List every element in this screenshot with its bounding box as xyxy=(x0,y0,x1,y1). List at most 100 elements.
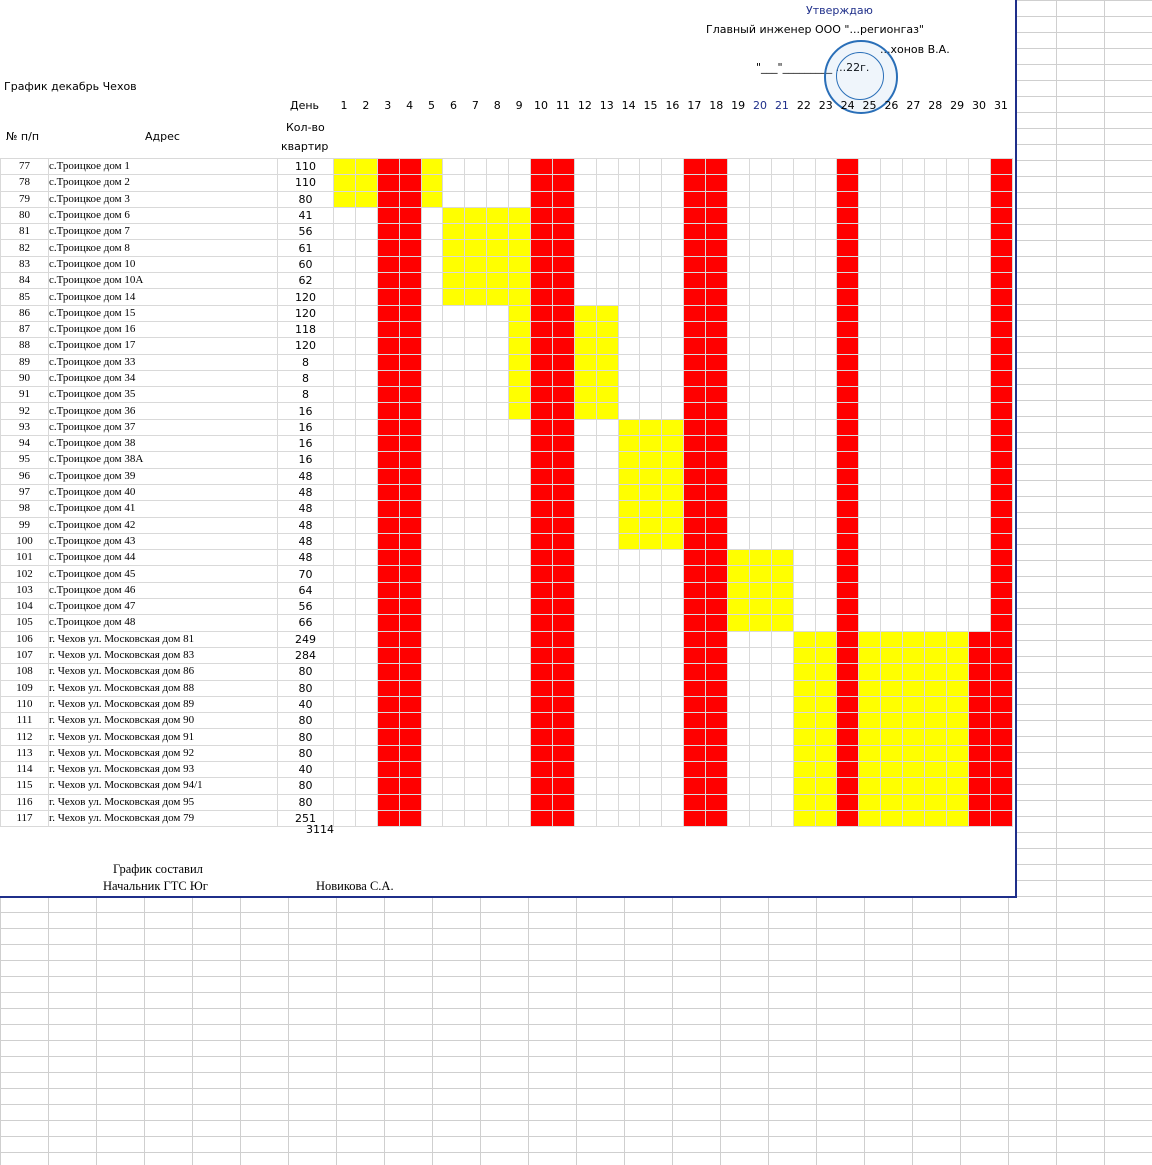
day-cell[interactable] xyxy=(486,402,510,420)
day-cell[interactable] xyxy=(989,614,1013,632)
day-cell[interactable] xyxy=(661,239,685,257)
day-cell[interactable] xyxy=(551,793,575,811)
day-cell[interactable] xyxy=(508,435,532,453)
day-cell[interactable] xyxy=(639,614,663,632)
day-cell[interactable] xyxy=(442,598,466,616)
day-cell[interactable] xyxy=(705,337,729,355)
day-cell[interactable] xyxy=(705,516,729,534)
day-cell[interactable] xyxy=(486,712,510,730)
day-cell[interactable] xyxy=(814,288,838,306)
day-cell[interactable] xyxy=(464,630,488,648)
day-cell[interactable] xyxy=(814,467,838,485)
day-cell[interactable] xyxy=(530,402,553,420)
day-cell[interactable] xyxy=(880,157,904,176)
day-cell[interactable] xyxy=(902,777,926,795)
day-cell[interactable] xyxy=(945,272,969,290)
day-cell[interactable] xyxy=(967,223,991,241)
day-cell[interactable] xyxy=(683,793,707,811)
day-cell[interactable] xyxy=(464,451,488,469)
day-cell[interactable] xyxy=(508,451,532,469)
day-cell[interactable] xyxy=(464,809,488,828)
day-cell[interactable] xyxy=(661,386,685,404)
day-cell[interactable] xyxy=(551,435,575,453)
day-cell[interactable] xyxy=(508,695,532,714)
day-cell[interactable] xyxy=(836,157,860,176)
day-cell[interactable] xyxy=(464,581,488,600)
day-cell[interactable] xyxy=(573,532,597,551)
day-cell[interactable] xyxy=(639,223,663,241)
day-cell[interactable] xyxy=(420,288,444,306)
day-cell[interactable] xyxy=(683,337,707,355)
day-cell[interactable] xyxy=(967,663,991,681)
day-cell[interactable] xyxy=(530,320,553,339)
day-cell[interactable] xyxy=(398,744,422,762)
day-cell[interactable] xyxy=(924,712,947,730)
day-cell[interactable] xyxy=(902,386,926,404)
day-cell[interactable] xyxy=(595,760,619,779)
day-cell[interactable] xyxy=(573,695,597,714)
day-cell[interactable] xyxy=(376,516,400,534)
day-cell[interactable] xyxy=(486,809,510,828)
day-cell[interactable] xyxy=(727,223,750,241)
day-cell[interactable] xyxy=(442,255,466,274)
day-cell[interactable] xyxy=(902,402,926,420)
day-cell[interactable] xyxy=(748,760,772,779)
day-cell[interactable] xyxy=(376,451,400,469)
day-cell[interactable] xyxy=(989,793,1013,811)
day-cell[interactable] xyxy=(530,679,553,697)
day-cell[interactable] xyxy=(617,353,641,371)
day-cell[interactable] xyxy=(748,206,772,225)
day-cell[interactable] xyxy=(595,353,619,371)
day-cell[interactable] xyxy=(945,500,969,518)
day-cell[interactable] xyxy=(333,728,356,746)
day-cell[interactable] xyxy=(902,467,926,485)
day-cell[interactable] xyxy=(836,304,860,322)
day-cell[interactable] xyxy=(376,809,400,828)
day-cell[interactable] xyxy=(617,777,641,795)
day-cell[interactable] xyxy=(573,793,597,811)
day-cell[interactable] xyxy=(464,646,488,665)
day-cell[interactable] xyxy=(442,272,466,290)
day-cell[interactable] xyxy=(508,174,532,192)
day-cell[interactable] xyxy=(551,320,575,339)
day-cell[interactable] xyxy=(748,614,772,632)
day-cell[interactable] xyxy=(486,255,510,274)
day-cell[interactable] xyxy=(354,532,378,551)
day-cell[interactable] xyxy=(354,190,378,208)
day-cell[interactable] xyxy=(398,239,422,257)
day-cell[interactable] xyxy=(902,223,926,241)
day-cell[interactable] xyxy=(727,500,750,518)
day-cell[interactable] xyxy=(551,157,575,176)
day-cell[interactable] xyxy=(420,190,444,208)
day-cell[interactable] xyxy=(858,614,882,632)
day-cell[interactable] xyxy=(486,581,510,600)
day-cell[interactable] xyxy=(376,418,400,437)
day-cell[interactable] xyxy=(464,353,488,371)
day-cell[interactable] xyxy=(398,630,422,648)
day-cell[interactable] xyxy=(748,581,772,600)
day-cell[interactable] xyxy=(661,809,685,828)
day-cell[interactable] xyxy=(530,777,553,795)
day-cell[interactable] xyxy=(508,565,532,583)
day-cell[interactable] xyxy=(683,304,707,322)
day-cell[interactable] xyxy=(945,695,969,714)
day-cell[interactable] xyxy=(727,272,750,290)
day-cell[interactable] xyxy=(924,598,947,616)
day-cell[interactable] xyxy=(376,157,400,176)
day-cell[interactable] xyxy=(727,239,750,257)
day-cell[interactable] xyxy=(945,760,969,779)
day-cell[interactable] xyxy=(639,712,663,730)
day-cell[interactable] xyxy=(486,190,510,208)
day-cell[interactable] xyxy=(595,418,619,437)
day-cell[interactable] xyxy=(661,744,685,762)
day-cell[interactable] xyxy=(442,728,466,746)
day-cell[interactable] xyxy=(727,483,750,502)
day-cell[interactable] xyxy=(836,190,860,208)
day-cell[interactable] xyxy=(836,174,860,192)
day-cell[interactable] xyxy=(770,288,794,306)
day-cell[interactable] xyxy=(924,516,947,534)
day-cell[interactable] xyxy=(376,777,400,795)
day-cell[interactable] xyxy=(354,288,378,306)
day-cell[interactable] xyxy=(617,402,641,420)
day-cell[interactable] xyxy=(902,255,926,274)
